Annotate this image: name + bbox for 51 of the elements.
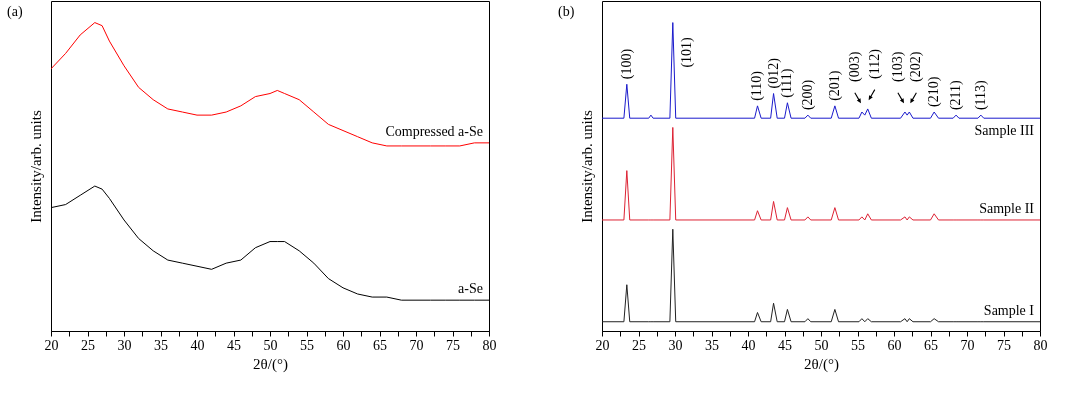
annotation: (012): [765, 57, 782, 89]
x-tick-label: 30: [668, 337, 683, 353]
x-tick-label: 80: [1033, 337, 1048, 353]
annotation: (111): [779, 68, 796, 98]
annotation: (112): [866, 48, 883, 79]
x-tick-label: 80: [482, 337, 497, 353]
x-tick-label: 35: [705, 337, 719, 353]
x-tick-label: 70: [960, 337, 975, 353]
x-tick-label: 55: [851, 337, 865, 353]
x-tick-label: 65: [924, 337, 938, 353]
x-tick-label: 50: [814, 337, 829, 353]
x-tick-label: 45: [227, 337, 241, 353]
x-tick-label: 55: [300, 337, 314, 353]
y-axis-title: Intensity/arb. units: [27, 110, 44, 223]
annotation: (003): [846, 51, 863, 83]
x-tick-label: 70: [409, 337, 424, 353]
x-tick-label: 40: [741, 337, 756, 353]
annotation: (100): [618, 48, 635, 80]
annotation: (201): [826, 70, 843, 101]
chart-title: (a): [7, 4, 23, 20]
series-label: Sample III: [974, 123, 1035, 139]
annotation: (200): [799, 79, 816, 111]
x-tick-label: 65: [373, 337, 387, 353]
x-tick-label: 20: [595, 337, 610, 353]
annotation: (113): [972, 79, 989, 111]
x-tick-label: 25: [632, 337, 646, 353]
x-tick-label: 40: [190, 337, 205, 353]
annotation: (110): [749, 70, 766, 101]
x-axis-title: 2θ/(°): [804, 355, 839, 373]
x-tick-label: 25: [81, 337, 95, 353]
annotation: (103): [889, 51, 906, 83]
annotation: (211): [948, 79, 965, 111]
series-label: a-Se: [458, 281, 483, 297]
series-label: Compressed a-Se: [385, 123, 483, 139]
series-label: Sample II: [979, 200, 1035, 216]
x-tick-label: 75: [997, 337, 1011, 353]
annotation: (202): [908, 51, 925, 83]
annotation: (210): [926, 76, 943, 108]
x-tick-label: 45: [778, 337, 792, 353]
x-tick-label: 30: [117, 337, 132, 353]
x-tick-label: 60: [336, 337, 351, 353]
annotation: (101): [678, 36, 695, 68]
x-tick-label: 75: [446, 337, 460, 353]
y-axis-title: Intensity/arb. units: [578, 110, 595, 223]
x-tick-label: 35: [154, 337, 168, 353]
x-tick-label: 50: [263, 337, 278, 353]
series-label: Sample I: [983, 302, 1035, 318]
chart-title: (b): [558, 4, 575, 20]
x-axis-title: 2θ/(°): [253, 355, 288, 373]
x-tick-label: 20: [44, 337, 59, 353]
x-tick-label: 60: [887, 337, 902, 353]
